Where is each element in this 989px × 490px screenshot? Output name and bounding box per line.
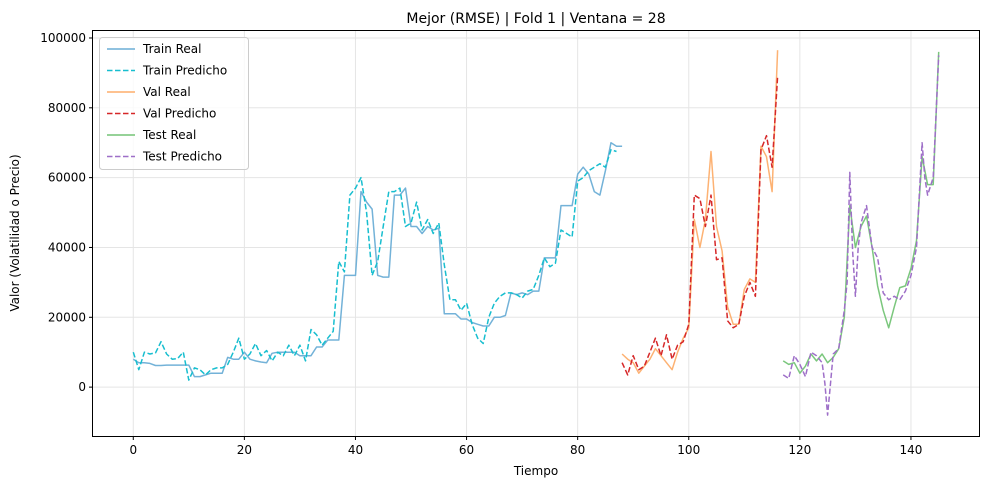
series-line-val-predicho (621, 76, 779, 376)
y-tick-label: 20000 (48, 310, 86, 324)
series-line-val-real (621, 50, 779, 374)
y-tick-label: 40000 (48, 240, 86, 254)
x-tick-label: 120 (788, 443, 811, 457)
chart-title: Mejor (RMSE) | Fold 1 | Ventana = 28 (406, 11, 665, 27)
y-tick-label: 100000 (40, 31, 86, 45)
legend-box (99, 37, 249, 170)
y-axis-label: Valor (Volatilidad o Precio) (8, 154, 22, 311)
x-tick-label: 100 (677, 443, 700, 457)
x-tick-label: 140 (899, 443, 922, 457)
x-tick-label: 0 (129, 443, 137, 457)
legend-label: Val Real (143, 85, 191, 99)
x-tick-label: 40 (348, 443, 363, 457)
y-tick-label: 0 (78, 380, 86, 394)
y-tick-label: 80000 (48, 101, 86, 115)
x-axis: 0 20 40 60 80 100 120 140 (129, 436, 922, 457)
series-line-train-real (132, 141, 623, 378)
series-line-test-predicho (782, 55, 940, 416)
plot-frame (92, 30, 980, 437)
y-axis: 0 20000 40000 60000 80000 100000 (40, 31, 93, 394)
x-axis-label: Tiempo (513, 464, 558, 478)
legend-label: Train Real (142, 42, 201, 56)
legend-label: Test Predicho (142, 150, 222, 164)
x-tick-label: 60 (459, 443, 474, 457)
y-tick-label: 60000 (48, 171, 86, 185)
legend-label: Val Predicho (143, 107, 216, 121)
legend-label: Train Predicho (142, 64, 227, 78)
grid (93, 31, 979, 436)
x-tick-label: 20 (237, 443, 252, 457)
series-layer (132, 50, 940, 416)
series-line-train-predicho (132, 148, 617, 381)
x-tick-label: 80 (570, 443, 585, 457)
legend-label: Test Real (142, 128, 196, 142)
legend: Train Real Train Predicho Val Real Val Pred… (99, 37, 249, 170)
